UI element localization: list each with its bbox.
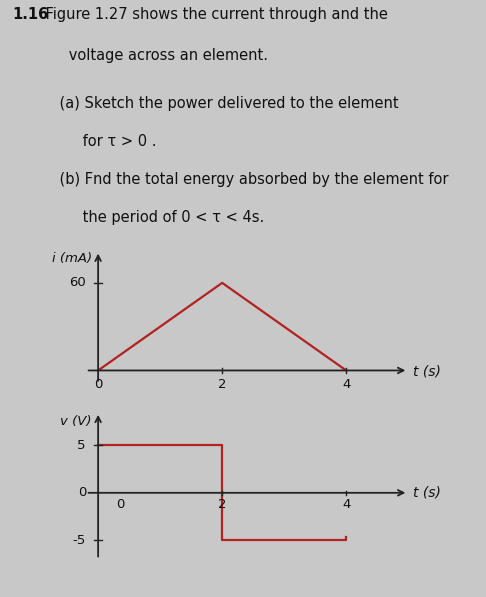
Text: (a) Sketch the power delivered to the element: (a) Sketch the power delivered to the el…	[41, 96, 399, 110]
Text: (b) Fnd the total energy absorbed by the element for: (b) Fnd the total energy absorbed by the…	[41, 172, 449, 187]
Text: 2: 2	[218, 378, 226, 391]
Text: Figure 1.27 shows the current through and the: Figure 1.27 shows the current through an…	[41, 7, 388, 22]
Text: for τ > 0 .: for τ > 0 .	[41, 134, 157, 149]
Text: -5: -5	[72, 534, 86, 547]
Text: 4: 4	[342, 378, 350, 391]
Text: 4: 4	[342, 498, 350, 511]
Text: 0: 0	[79, 487, 87, 499]
Text: 0: 0	[116, 498, 124, 511]
Text: t (s): t (s)	[413, 486, 441, 500]
Text: 2: 2	[218, 498, 226, 511]
Text: 5: 5	[77, 439, 86, 452]
Text: 0: 0	[94, 378, 103, 391]
Text: the period of 0 < τ < 4s.: the period of 0 < τ < 4s.	[41, 210, 264, 225]
Text: t (s): t (s)	[413, 365, 441, 379]
Text: v (V): v (V)	[60, 415, 92, 428]
Text: i (mA): i (mA)	[52, 252, 92, 265]
Text: 1.16: 1.16	[12, 7, 49, 22]
Text: 60: 60	[69, 276, 86, 290]
Text: voltage across an element.: voltage across an element.	[41, 48, 268, 63]
